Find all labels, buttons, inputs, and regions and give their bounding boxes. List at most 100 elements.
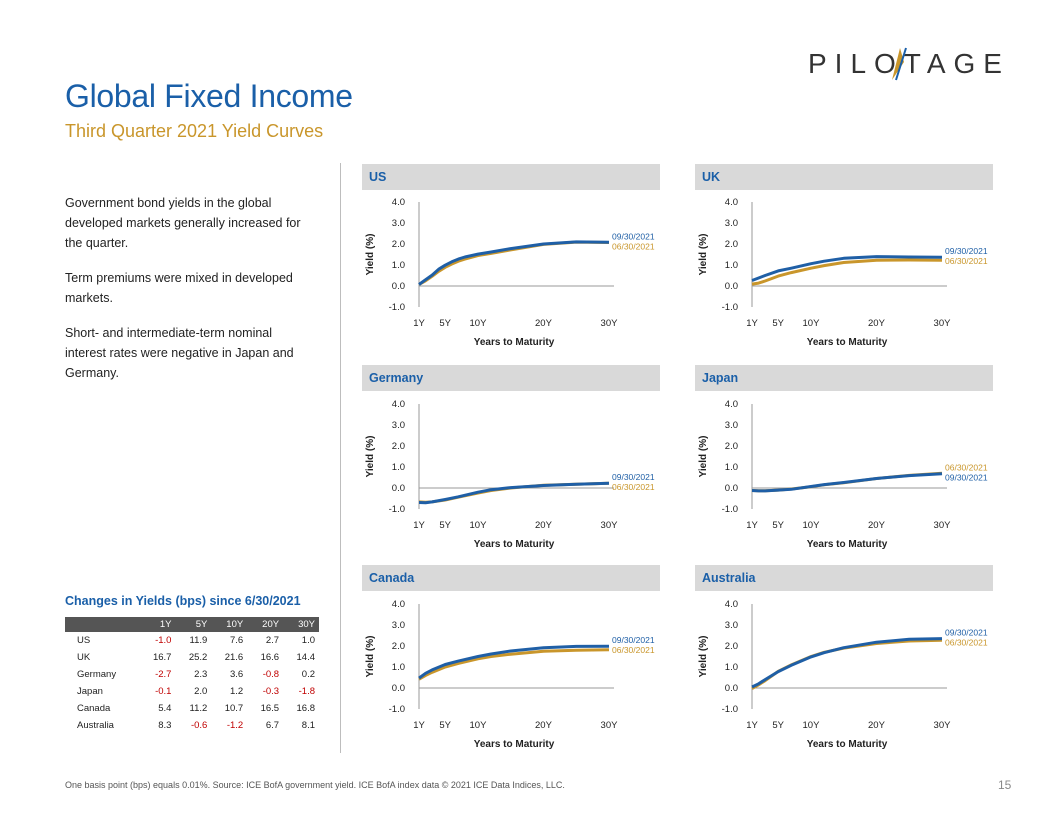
table-row: Germany -2.7 2.3 3.6 -0.8 0.2 [65, 666, 319, 683]
commentary-paragraph: Short- and intermediate-term nominal int… [65, 326, 294, 380]
panel-header-canada: Canada [362, 565, 660, 591]
column-header: 30Y [283, 617, 319, 632]
x-axis-title: Years to Maturity [474, 337, 555, 348]
panel-title: Australia [702, 571, 756, 585]
panel-header-japan: Japan [695, 365, 993, 391]
series-line-06-30-2021 [751, 258, 943, 286]
y-tick-label: 3.0 [392, 218, 405, 229]
panel-header-uk: UK [695, 164, 993, 190]
row-country: Germany [77, 669, 117, 680]
compass-line-icon [895, 47, 907, 81]
series-legend-label: 09/30/2021 [945, 472, 988, 482]
y-axis-title: Yield (%) [365, 436, 376, 478]
y-tick-label: -1.0 [722, 302, 738, 313]
table-cell: 25.2 [188, 652, 208, 663]
panel-title: UK [702, 170, 721, 184]
panel-title: Germany [369, 371, 424, 385]
x-tick-label: 20Y [868, 318, 886, 329]
table-cell: -0.8 [262, 669, 280, 680]
y-tick-label: 4.0 [725, 399, 738, 410]
y-axis-title: Yield (%) [365, 234, 376, 276]
column-header: 20Y [247, 617, 284, 632]
table-cell: 21.6 [224, 652, 244, 663]
row-country: Japan [77, 686, 103, 697]
x-tick-label: 1Y [413, 520, 425, 531]
x-tick-label: 5Y [772, 318, 784, 329]
y-tick-label: -1.0 [389, 504, 405, 515]
table-row: Japan -0.1 2.0 1.2 -0.3 -1.8 [65, 683, 319, 700]
column-header [65, 617, 140, 632]
table-row: Australia 8.3 -0.6 -1.2 6.7 8.1 [65, 717, 319, 734]
changes-table: 1Y 5Y 10Y 20Y 30Y US -1.0 11.9 7.6 2.7 1.0 UK 1… [65, 617, 319, 734]
table-cell: -0.6 [190, 720, 208, 731]
y-tick-label: 4.0 [725, 197, 738, 208]
x-tick-label: 30Y [601, 520, 619, 531]
series-legend-label: 09/30/2021 [612, 635, 655, 645]
y-tick-label: 2.0 [392, 441, 405, 452]
table-cell: -1.0 [155, 635, 172, 646]
x-axis-title: Years to Maturity [474, 739, 555, 750]
table-cell: 8.1 [301, 720, 315, 731]
y-tick-label: 2.0 [392, 641, 405, 652]
row-country: Canada [77, 703, 111, 714]
series-legend-label: 09/30/2021 [612, 472, 655, 482]
table-cell: 1.2 [229, 686, 244, 697]
table-cell: 16.8 [296, 703, 316, 714]
panel-title: US [369, 170, 387, 184]
table-cell: 14.4 [296, 652, 316, 663]
x-tick-label: 10Y [470, 720, 488, 731]
series-legend-label: 06/30/2021 [612, 482, 655, 492]
y-tick-label: -1.0 [722, 504, 738, 515]
y-tick-label: -1.0 [722, 704, 738, 715]
y-tick-label: 0.0 [725, 281, 738, 292]
y-tick-label: 0.0 [725, 683, 738, 694]
y-tick-label: 2.0 [725, 641, 738, 652]
y-tick-label: 0.0 [392, 281, 405, 292]
y-tick-label: 4.0 [725, 599, 738, 610]
table-row: UK 16.7 25.2 21.6 16.6 14.4 [65, 649, 319, 666]
x-axis-title: Years to Maturity [807, 739, 888, 750]
x-tick-label: 30Y [934, 520, 952, 531]
page-title: Global Fixed Income [65, 78, 353, 114]
compass-needle-icon [892, 48, 904, 80]
y-tick-label: 1.0 [392, 260, 405, 271]
series-legend-label: 09/30/2021 [945, 628, 988, 638]
table-cell: 11.2 [189, 703, 208, 714]
x-tick-label: 20Y [535, 318, 553, 329]
table-cell: 6.7 [265, 720, 280, 731]
x-tick-label: 20Y [535, 520, 553, 531]
commentary-paragraph: Term premiums were mixed in developed ma… [65, 271, 293, 305]
x-tick-label: 30Y [601, 720, 619, 731]
y-tick-label: -1.0 [389, 302, 405, 313]
table-header-row: 1Y 5Y 10Y 20Y 30Y [65, 617, 319, 632]
x-tick-label: 10Y [803, 318, 821, 329]
y-axis-title: Yield (%) [698, 636, 709, 678]
table-cell: 2.3 [194, 669, 208, 680]
table-cell: 10.7 [224, 703, 244, 714]
row-country: Australia [77, 720, 114, 731]
y-axis-title: Yield (%) [698, 436, 709, 478]
series-line-09-30-2021 [418, 481, 610, 505]
y-tick-label: 0.0 [392, 683, 405, 694]
table-cell: -1.2 [226, 720, 244, 731]
x-axis-title: Years to Maturity [474, 539, 555, 550]
yield-chart-germany: -1.0 0.0 1.0 2.0 3.0 4.0 1Y 5Y 10Y 20Y 30Y Years to… [365, 399, 655, 550]
table-cell: -0.3 [262, 686, 280, 697]
x-tick-label: 20Y [868, 720, 886, 731]
series-legend-label: 09/30/2021 [945, 246, 988, 256]
table-cell: 16.5 [260, 703, 280, 714]
y-tick-label: 1.0 [725, 662, 738, 673]
table-cell: 5.4 [158, 703, 172, 714]
y-tick-label: 4.0 [392, 599, 405, 610]
table-cell: 16.6 [260, 652, 280, 663]
series-legend-label: 06/30/2021 [945, 256, 988, 266]
panel-title: Canada [369, 571, 415, 585]
column-header: 1Y [139, 617, 176, 632]
y-tick-label: 3.0 [725, 620, 738, 631]
yield-chart-us: -1.0 0.0 1.0 2.0 3.0 4.0 1Y 5Y 10Y 20Y 30Y Years to… [365, 197, 655, 348]
x-tick-label: 30Y [934, 318, 952, 329]
table-cell: -0.1 [155, 686, 172, 697]
page-subtitle: Third Quarter 2021 Yield Curves [65, 121, 324, 141]
x-axis-title: Years to Maturity [807, 337, 888, 348]
x-tick-label: 5Y [439, 520, 451, 531]
